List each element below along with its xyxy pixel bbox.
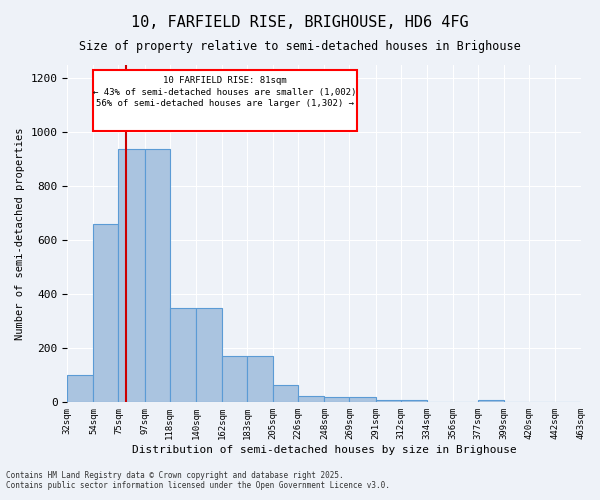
Bar	[298, 396, 325, 402]
Bar	[376, 400, 401, 402]
FancyBboxPatch shape	[94, 70, 356, 131]
Text: 10 FARFIELD RISE: 81sqm: 10 FARFIELD RISE: 81sqm	[163, 76, 287, 85]
X-axis label: Distribution of semi-detached houses by size in Brighouse: Distribution of semi-detached houses by …	[131, 445, 516, 455]
Text: Size of property relative to semi-detached houses in Brighouse: Size of property relative to semi-detach…	[79, 40, 521, 53]
Y-axis label: Number of semi-detached properties: Number of semi-detached properties	[15, 128, 25, 340]
Bar	[145, 148, 170, 402]
Bar	[94, 224, 118, 402]
Text: 56% of semi-detached houses are larger (1,302) →: 56% of semi-detached houses are larger (…	[96, 98, 354, 108]
Bar	[349, 397, 376, 402]
Bar	[196, 308, 222, 402]
Bar	[247, 356, 273, 403]
Bar	[222, 356, 247, 403]
Bar	[67, 376, 94, 402]
Bar	[478, 400, 504, 402]
Bar	[273, 385, 298, 402]
Bar	[401, 400, 427, 402]
Bar	[170, 308, 196, 402]
Text: Contains HM Land Registry data © Crown copyright and database right 2025.
Contai: Contains HM Land Registry data © Crown c…	[6, 470, 390, 490]
Text: 10, FARFIELD RISE, BRIGHOUSE, HD6 4FG: 10, FARFIELD RISE, BRIGHOUSE, HD6 4FG	[131, 15, 469, 30]
Text: ← 43% of semi-detached houses are smaller (1,002): ← 43% of semi-detached houses are smalle…	[94, 88, 357, 97]
Bar	[325, 397, 349, 402]
Bar	[118, 148, 145, 402]
